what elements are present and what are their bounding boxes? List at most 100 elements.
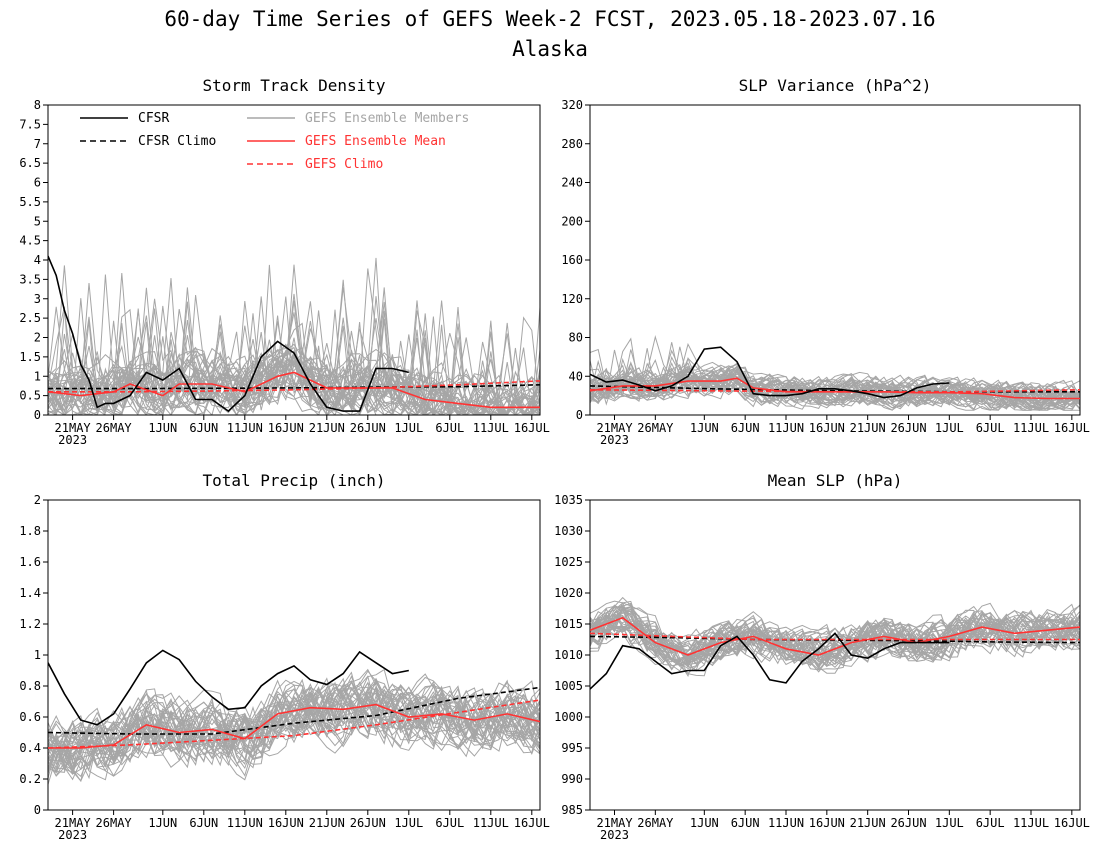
x-tick-label: 26JUN	[890, 421, 926, 435]
x-tick-label: 1JUL	[394, 421, 423, 435]
y-tick-label: 1010	[554, 648, 583, 662]
y-tick-label: 3.5	[19, 272, 41, 286]
x-tick-label: 11JUL	[1013, 421, 1049, 435]
legend-label: GEFS Ensemble Members	[305, 111, 469, 126]
x-tick-label: 21MAY	[596, 816, 633, 830]
x-tick-label: 6JUL	[435, 421, 464, 435]
x-tick-label: 16JUN	[809, 816, 845, 830]
x-tick-label: 26MAY	[96, 421, 133, 435]
x-year-label: 2023	[600, 828, 629, 842]
y-tick-label: 200	[561, 214, 583, 228]
x-tick-label: 16JUL	[514, 816, 550, 830]
x-tick-label: 11JUN	[227, 816, 263, 830]
ensemble-member-line	[48, 345, 540, 415]
panels: Storm Track Density 0 0.5 1 1.5 2 2.5 3 3.5 4 4.5 5…	[19, 76, 1090, 842]
ensemble-members	[48, 257, 540, 415]
x-tick-label: 1JUN	[148, 816, 177, 830]
x-tick-label: 6JUN	[731, 421, 760, 435]
ensemble-members	[48, 668, 540, 785]
y-tick-label: 1.2	[19, 617, 41, 631]
x-tick-label: 21JUN	[309, 816, 345, 830]
y-tick-label: 5.5	[19, 195, 41, 209]
y-tick-label: 80	[569, 331, 583, 345]
ensemble-member-line	[590, 604, 1080, 663]
y-tick-label: 1005	[554, 679, 583, 693]
figure-subtitle: Alaska	[512, 37, 588, 61]
x-tick-label: 6JUN	[189, 816, 218, 830]
panel-title: Total Precip (inch)	[202, 471, 385, 490]
series-cfsr-climo	[48, 384, 540, 390]
series-cfsr-climo	[590, 635, 1080, 644]
y-tick-label: 0.6	[19, 710, 41, 724]
ensemble-member-line	[590, 367, 1080, 411]
panel-title: Mean SLP (hPa)	[768, 471, 903, 490]
y-tick-label: 160	[561, 253, 583, 267]
x-tick-label: 1JUL	[935, 421, 964, 435]
x-tick-label: 11JUL	[473, 421, 509, 435]
x-tick-label: 6JUN	[731, 816, 760, 830]
x-tick-label: 1JUN	[690, 816, 719, 830]
x-tick-label: 26MAY	[637, 816, 674, 830]
ensemble-member-line	[48, 686, 540, 765]
x-tick-label: 1JUL	[394, 816, 423, 830]
panel-3: Total Precip (inch) 0 0.2 0.4 0.6 0.8 1 1.2 1.4 1…	[19, 471, 550, 842]
y-tick-label: 240	[561, 176, 583, 190]
x-tick-label: 11JUL	[473, 816, 509, 830]
y-tick-label: 7.5	[19, 117, 41, 131]
x-tick-label: 21MAY	[596, 421, 633, 435]
x-tick-label: 11JUL	[1013, 816, 1049, 830]
y-tick-label: 3	[34, 292, 41, 306]
series-gefs-ensemble-mean	[48, 371, 540, 409]
legend-label: GEFS Ensemble Mean	[305, 134, 446, 149]
x-tick-label: 6JUN	[189, 421, 218, 435]
x-tick-label: 16JUL	[514, 421, 550, 435]
y-tick-label: 1030	[554, 524, 583, 538]
x-tick-label: 1JUL	[935, 816, 964, 830]
y-tick-label: 7	[34, 137, 41, 151]
y-tick-label: 0.8	[19, 679, 41, 693]
x-year-label: 2023	[58, 828, 87, 842]
x-tick-label: 26JUN	[350, 421, 386, 435]
y-tick-label: 1.8	[19, 524, 41, 538]
legend-label: CFSR	[138, 111, 169, 126]
y-tick-label: 0	[34, 803, 41, 817]
series-lines	[590, 346, 1080, 400]
ensemble-member-line	[590, 617, 1080, 671]
y-tick-label: 4	[34, 253, 41, 267]
series-cfsr	[590, 632, 950, 690]
ensemble-member-line	[590, 361, 1080, 409]
y-tick-label: 6.5	[19, 156, 41, 170]
figure-title: 60-day Time Series of GEFS Week-2 FCST, …	[164, 7, 935, 31]
panel-title: SLP Variance (hPa^2)	[739, 76, 932, 95]
y-tick-label: 120	[561, 292, 583, 306]
y-tick-label: 995	[561, 741, 583, 755]
ensemble-member-line	[48, 301, 540, 415]
series-gefs-ensemble-mean	[48, 703, 540, 749]
x-tick-label: 26JUN	[890, 816, 926, 830]
ensemble-member-line	[48, 680, 540, 767]
y-tick-label: 280	[561, 137, 583, 151]
ensemble-member-line	[48, 278, 540, 415]
series-gefs-climo	[590, 632, 1080, 641]
x-tick-label: 26MAY	[96, 816, 133, 830]
x-tick-label: 11JUN	[768, 421, 804, 435]
x-tick-label: 21JUN	[850, 816, 886, 830]
y-tick-label: 320	[561, 98, 583, 112]
x-tick-label: 16JUN	[268, 816, 304, 830]
y-tick-label: 2.5	[19, 311, 41, 325]
y-tick-label: 1000	[554, 710, 583, 724]
ensemble-member-line	[48, 264, 540, 415]
ensemble-member-line	[48, 688, 540, 770]
ensemble-member-line	[48, 274, 540, 415]
series-gefs-ensemble-mean	[590, 616, 1080, 656]
ensemble-member-line	[48, 309, 540, 415]
y-tick-label: 8	[34, 98, 41, 112]
y-tick-label: 0.2	[19, 772, 41, 786]
series-cfsr	[48, 255, 409, 413]
x-tick-label: 11JUN	[227, 421, 263, 435]
panel-2: SLP Variance (hPa^2) 0 40 80 120 160 200 240 280…	[561, 76, 1090, 447]
y-tick-label: 1	[34, 648, 41, 662]
y-tick-label: 0	[576, 408, 583, 422]
ensemble-members	[590, 335, 1080, 412]
ensemble-member-line	[48, 678, 540, 774]
